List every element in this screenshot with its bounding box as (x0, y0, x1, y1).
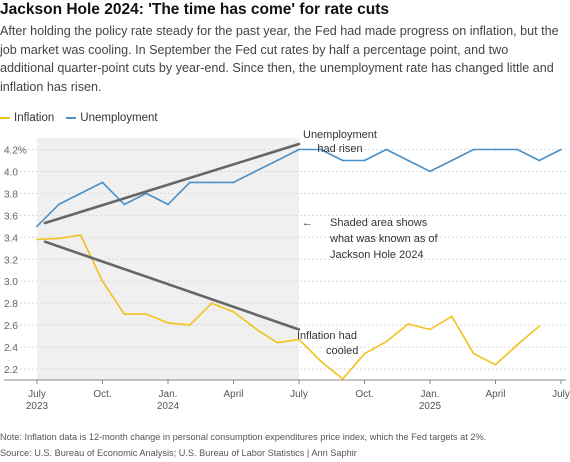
data-point-inflation (276, 341, 279, 344)
annotation-inflation: Inflation had (297, 330, 357, 342)
legend-swatch-inflation (0, 117, 10, 119)
data-point-inflation (298, 338, 300, 341)
legend-item-unemployment: Unemployment (66, 112, 158, 124)
data-point-inflation (123, 313, 126, 316)
data-point-inflation (36, 238, 38, 241)
y-tick-label: 3.0 (4, 277, 18, 288)
annotation-unemployment: Unemployment (303, 129, 377, 141)
data-point-unemployment (232, 181, 235, 184)
data-point-unemployment (472, 148, 475, 151)
data-point-inflation (494, 363, 497, 366)
data-point-unemployment (210, 181, 213, 184)
data-point-inflation (385, 340, 388, 343)
y-tick-label: 3.6 (4, 211, 18, 222)
data-point-unemployment (254, 170, 257, 173)
data-point-unemployment (450, 159, 453, 162)
data-point-inflation (319, 360, 322, 363)
data-point-inflation (188, 324, 191, 327)
data-point-inflation (450, 315, 453, 318)
data-point-unemployment (188, 181, 191, 184)
x-tick-label: April (485, 389, 505, 400)
x-tick-label: July (552, 389, 570, 400)
annotation-unemployment: had risen (317, 143, 362, 155)
legend-label-inflation: Inflation (14, 112, 55, 124)
y-tick-label: 3.4 (4, 233, 18, 244)
data-point-inflation (363, 352, 366, 355)
data-point-inflation (145, 313, 148, 316)
data-point-inflation (538, 325, 541, 328)
line-chart: 2.22.42.62.83.03.23.43.63.84.04.2%July20… (4, 129, 570, 412)
annotation-inflation: cooled (326, 345, 358, 357)
x-tick-year-label: 2023 (26, 401, 49, 412)
data-point-unemployment (560, 148, 562, 151)
data-point-unemployment (319, 148, 322, 151)
trend-line-inflation (43, 240, 301, 331)
x-tick-year-label: 2025 (419, 401, 442, 412)
data-point-inflation (341, 378, 344, 380)
data-point-inflation (516, 343, 519, 346)
data-point-inflation (429, 328, 431, 331)
y-tick-label: 2.6 (4, 321, 18, 332)
chart-title: Jackson Hole 2024: 'The time has come' f… (0, 1, 389, 18)
data-point-inflation (210, 302, 213, 305)
x-tick-label: July (28, 389, 46, 400)
data-point-unemployment (494, 148, 497, 151)
x-tick-label: April (223, 389, 243, 400)
data-point-unemployment (36, 225, 38, 228)
y-tick-label: 3.8 (4, 189, 18, 200)
legend: Inflation Unemployment (0, 112, 164, 124)
y-tick-label: 2.4 (4, 343, 18, 354)
data-point-unemployment (79, 192, 82, 195)
y-tick-label: 4.0 (4, 167, 18, 178)
y-tick-label: 2.8 (4, 299, 18, 310)
y-tick-label: 4.2% (4, 145, 27, 156)
data-point-inflation (101, 280, 104, 283)
data-point-unemployment (276, 159, 279, 162)
y-tick-label: 2.2 (4, 365, 18, 376)
trend-line-unemployment (43, 142, 301, 225)
data-point-unemployment (167, 203, 169, 206)
x-tick-year-label: 2024 (157, 401, 180, 412)
x-tick-label: Oct. (93, 389, 111, 400)
annotation-shaded-area: what was known as of (329, 233, 439, 245)
data-point-unemployment (123, 203, 126, 206)
chart-note: Note: Inflation data is 12-month change … (0, 432, 487, 442)
legend-label-unemployment: Unemployment (80, 112, 158, 124)
data-point-unemployment (341, 159, 344, 162)
annotation-arrow: ← (302, 217, 313, 229)
x-tick-label: Oct. (355, 389, 373, 400)
chart-source: Source: U.S. Bureau of Economic Analysis… (0, 448, 357, 458)
data-point-unemployment (57, 203, 60, 206)
data-point-unemployment (429, 170, 431, 173)
legend-swatch-unemployment (66, 117, 77, 119)
data-point-unemployment (385, 148, 388, 151)
x-tick-label: Jan. (421, 389, 440, 400)
chart-subtitle: After holding the policy rate steady for… (0, 24, 559, 94)
data-point-inflation (472, 352, 475, 355)
series-line-inflation (36, 234, 540, 380)
data-point-inflation (167, 322, 169, 324)
data-point-inflation (407, 323, 410, 325)
data-point-inflation (79, 234, 82, 237)
data-point-unemployment (101, 181, 104, 184)
data-point-unemployment (363, 159, 366, 162)
data-point-unemployment (538, 159, 541, 162)
data-point-unemployment (516, 148, 519, 151)
x-tick-label: Jan. (159, 389, 178, 400)
x-tick-label: July (290, 389, 308, 400)
legend-item-inflation: Inflation (0, 112, 54, 124)
annotation-shaded-area: Shaded area shows (330, 217, 428, 229)
data-point-inflation (232, 311, 235, 313)
y-tick-label: 3.2 (4, 255, 18, 266)
data-point-unemployment (407, 159, 410, 162)
data-point-inflation (254, 327, 257, 330)
annotation-shaded-area: Jackson Hole 2024 (330, 249, 424, 261)
data-point-unemployment (298, 148, 300, 151)
data-point-inflation (57, 237, 60, 240)
